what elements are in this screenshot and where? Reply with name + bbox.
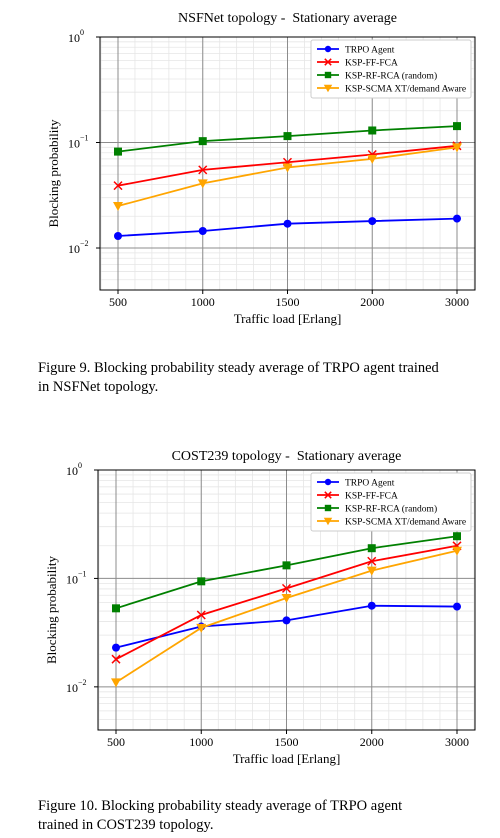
x-tick-label: 500 [107,735,125,749]
marker [112,604,120,613]
marker [114,147,122,156]
y-tick-base: 10 [66,464,78,478]
legend-marker [324,71,332,79]
marker [197,577,206,586]
y-tick-label: 10−1 [66,569,87,586]
legend-marker [324,478,332,486]
x-tick-label: 2000 [360,735,384,749]
plot-frame [97,469,476,731]
marker [198,165,208,175]
x-tick-label: 3000 [445,735,469,749]
y-tick-base: 10 [68,242,80,256]
caption-line: in NSFNet topology. [38,379,158,395]
y-tick-base: 10 [68,31,80,45]
marker [283,132,292,141]
legend-label: KSP-RF-RCA (random) [345,71,437,82]
marker [367,601,376,610]
marker [282,561,291,570]
marker [113,181,123,191]
marker [114,231,122,240]
marker [453,602,461,611]
marker [368,126,377,135]
marker [368,217,377,226]
legend-label: KSP-SCMA XT/demand Aware [345,85,466,95]
marker [281,593,292,603]
marker [111,678,121,688]
legend-label: TRPO Agent [345,46,395,56]
marker [112,643,120,652]
y-tick-exp: 0 [80,28,84,37]
marker [198,137,207,146]
x-tick-label: 1000 [191,295,215,309]
caption-line: Figure 10. Blocking probability steady a… [38,798,402,814]
x-tick-label: 500 [109,295,127,309]
legend-marker [324,504,332,512]
chart-title: NSFNet topology - Stationary average [178,11,397,26]
marker [453,214,461,223]
x-tick-label: 1500 [275,735,299,749]
y-tick-label: 10−1 [68,134,89,151]
legend-box [310,39,472,99]
legend-marker [324,58,332,66]
legend-marker [324,45,332,53]
x-tick-label: 2000 [360,295,384,309]
marker [367,556,377,566]
marker [452,143,462,153]
y-tick-base: 10 [66,681,78,695]
legend-label: KSP-SCMA XT/demand Aware [345,518,466,528]
x-axis-label: Traffic load [Erlang] [233,751,341,766]
marker [453,122,461,131]
marker [283,219,292,228]
y-axis-label: Blocking probability [44,556,59,664]
y-tick-label: 100 [68,28,84,45]
marker [281,583,292,593]
legend-label: TRPO Agent [345,479,395,489]
marker [282,163,293,173]
marker [197,179,208,189]
plot-frame [99,36,476,291]
legend-box [310,472,472,532]
marker [113,202,123,212]
legend-marker [323,84,333,93]
x-tick-label: 1500 [276,295,300,309]
chart-title: COST239 topology - Stationary average [172,449,402,464]
caption-line: trained in COST239 topology. [38,817,213,833]
marker [367,544,376,553]
y-tick-label: 10−2 [68,239,89,256]
legend-marker [323,517,333,526]
y-tick-label: 10−2 [66,678,87,695]
x-tick-label: 3000 [445,295,469,309]
marker [453,532,461,541]
legend-label: KSP-FF-FCA [345,59,398,69]
y-tick-exp: 0 [78,461,82,470]
legend-label: KSP-RF-RCA (random) [345,504,437,515]
y-tick-exp: −2 [78,678,87,687]
y-tick-exp: −2 [80,239,89,248]
y-tick-label: 100 [66,461,82,478]
x-tick-label: 1000 [189,735,213,749]
marker [111,654,121,664]
y-axis-label: Blocking probability [46,119,61,227]
y-tick-exp: −1 [80,134,89,143]
marker [196,610,206,620]
caption-line: Figure 9. Blocking probability steady av… [38,360,440,376]
legend-marker [324,491,332,499]
y-tick-exp: −1 [78,569,87,578]
legend-label: KSP-FF-FCA [345,492,398,502]
y-tick-base: 10 [68,137,80,151]
marker [196,623,207,633]
x-axis-label: Traffic load [Erlang] [234,311,342,326]
y-tick-base: 10 [66,572,78,586]
marker [282,616,291,625]
marker [198,226,207,235]
marker [452,546,462,556]
marker [366,566,377,576]
marker [367,154,378,164]
